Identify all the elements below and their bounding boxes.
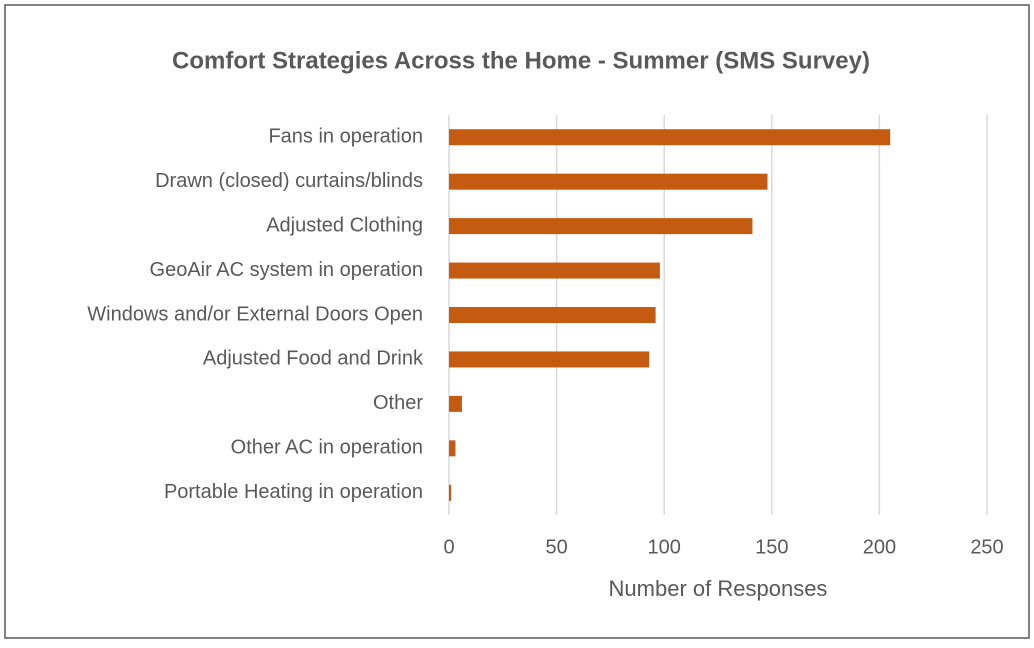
bar — [449, 129, 891, 146]
x-tick-label: 150 — [755, 536, 788, 558]
x-tick-label: 0 — [443, 536, 454, 558]
bar — [449, 307, 656, 323]
bar — [449, 262, 660, 279]
y-tick-label: Other — [373, 392, 423, 414]
bar — [449, 484, 452, 501]
y-tick-label: Windows and/or External Doors Open — [87, 303, 423, 325]
x-axis-title: Number of Responses — [609, 576, 828, 601]
y-tick-label: Drawn (closed) curtains/blinds — [155, 170, 423, 192]
bar — [449, 218, 753, 235]
bar — [449, 440, 456, 457]
y-tick-label: Portable Heating in operation — [164, 481, 423, 503]
bar — [449, 395, 462, 412]
x-tick-label: 100 — [648, 536, 681, 558]
y-tick-label: GeoAir AC system in operation — [150, 259, 423, 281]
y-tick-label: Adjusted Clothing — [266, 214, 423, 236]
y-tick-label: Other AC in operation — [231, 437, 423, 459]
x-tick-label: 200 — [863, 536, 896, 558]
chart-title: Comfort Strategies Across the Home - Sum… — [172, 47, 870, 74]
x-tick-label: 250 — [970, 536, 1003, 558]
x-tick-label: 50 — [545, 536, 567, 558]
y-tick-label: Fans in operation — [268, 126, 423, 148]
bar — [449, 173, 768, 190]
bar — [449, 351, 650, 368]
y-tick-label: Adjusted Food and Drink — [203, 348, 424, 370]
